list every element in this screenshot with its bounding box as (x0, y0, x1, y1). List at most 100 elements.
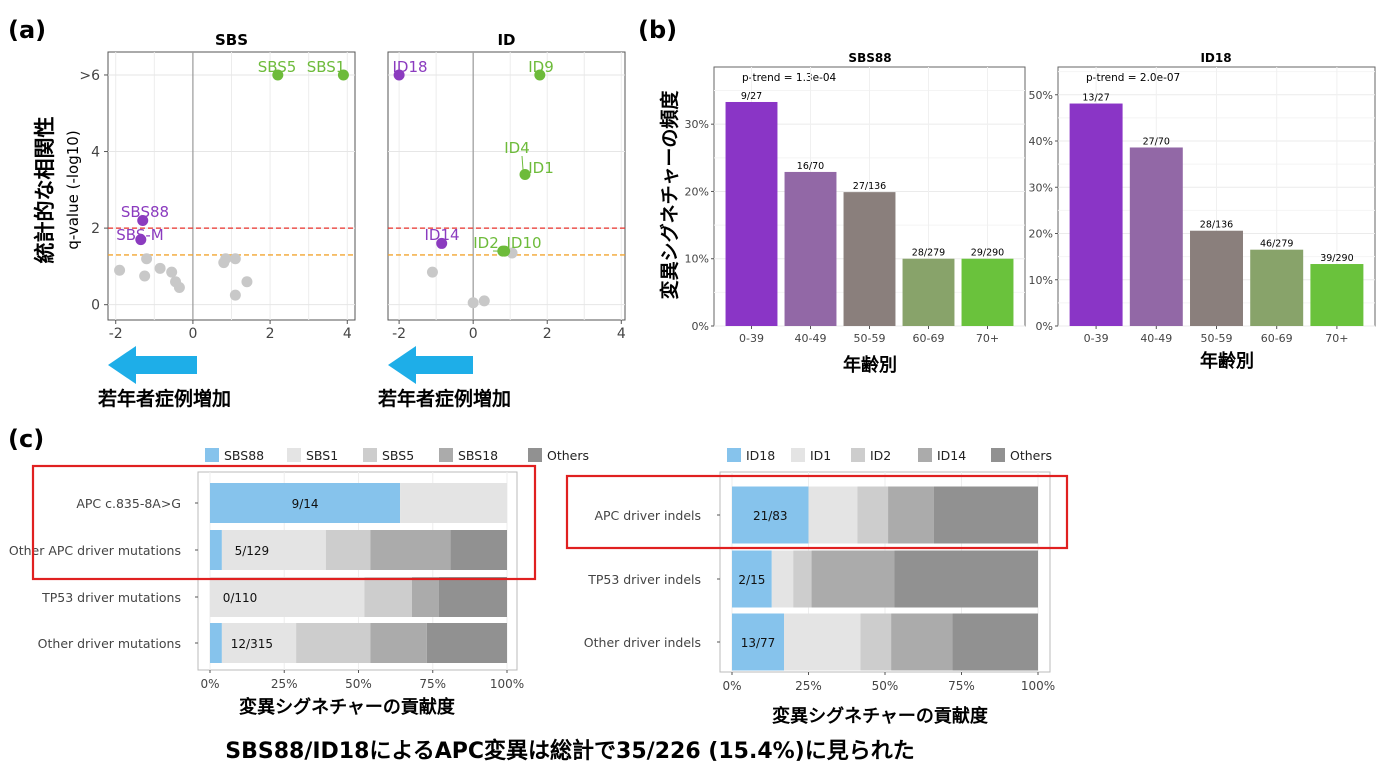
plot-frame (388, 52, 625, 320)
bar-label: 13/27 (1082, 93, 1109, 104)
bar-label: 5/129 (235, 544, 270, 558)
bar (726, 102, 778, 326)
stack-segment (296, 623, 370, 663)
y-tick-label: 30% (1029, 181, 1053, 194)
panel-b-ylabel: 変異シグネチャーの頻度 (658, 90, 681, 300)
y-tick-label: 30% (685, 118, 709, 131)
x-tick-label: 4 (617, 326, 626, 342)
bar-label: 9/27 (741, 91, 762, 102)
legend-swatch (851, 448, 865, 462)
panel-b-xlabel-sbs88: 年齢別 (843, 354, 897, 376)
x-tick-label: -2 (109, 326, 123, 342)
bar (1250, 250, 1303, 326)
point (220, 253, 231, 264)
bar-label: 16/70 (797, 161, 824, 172)
y-tick-label: 40% (1029, 135, 1053, 148)
x-tick-label: 70+ (1325, 332, 1348, 345)
x-tick-label: 25% (271, 677, 298, 691)
category-label: TP53 driver mutations (41, 590, 181, 605)
bar-label: 29/290 (971, 248, 1004, 259)
bar-label: 28/279 (912, 248, 945, 259)
x-tick-label: 60-69 (1261, 332, 1293, 345)
legend-label: ID1 (810, 448, 831, 463)
legend-label: SBS5 (382, 448, 414, 463)
category-label: Other driver mutations (38, 636, 181, 651)
point (114, 265, 125, 276)
stack-segment (370, 623, 426, 663)
legend-label: ID2 (870, 448, 891, 463)
stack-segment (891, 614, 952, 671)
x-tick-label: 0 (469, 326, 478, 342)
legend-label: ID14 (937, 448, 966, 463)
point (141, 253, 152, 264)
panel-label-a: (a) (8, 16, 46, 44)
legend-swatch (363, 448, 377, 462)
p-trend-annotation: p-trend = 2.0e-07 (1086, 72, 1180, 84)
y-tick-label: 10% (1029, 274, 1053, 287)
bar-label: 27/136 (853, 181, 886, 192)
point (468, 297, 479, 308)
x-tick-label: 0-39 (1084, 332, 1109, 345)
x-tick-label: 2 (266, 326, 275, 342)
stack-segment (210, 623, 222, 663)
point-label: ID9 (528, 58, 554, 76)
point-label: ID10 (506, 234, 541, 252)
panel-label-c: (c) (8, 425, 44, 453)
legend-label: Others (547, 448, 589, 463)
legend-label: ID18 (746, 448, 775, 463)
bar-label: 21/83 (753, 509, 788, 523)
point-label: SBS5 (258, 58, 297, 76)
x-tick-label: 70+ (976, 332, 999, 345)
legend-swatch (991, 448, 1005, 462)
bar (1130, 147, 1183, 326)
bar-label: 39/290 (1320, 253, 1353, 264)
x-tick-label: 4 (343, 326, 352, 342)
x-tick-label: 75% (419, 677, 446, 691)
legend-swatch (205, 448, 219, 462)
category-label: TP53 driver indels (587, 572, 701, 587)
legend-label: SBS18 (458, 448, 498, 463)
y-tick-label: 50% (1029, 89, 1053, 102)
stack-segment (412, 577, 439, 617)
panel-a-ylabel-sub: q-value (-log10) (64, 130, 82, 249)
panel-label-b: (b) (638, 16, 677, 44)
stack-segment (894, 551, 1038, 608)
chart-title: SBS88 (848, 51, 891, 65)
arrow-label-sbs: 若年者症例増加 (98, 387, 231, 410)
bar-label: 12/315 (231, 637, 273, 651)
x-tick-label: 0% (722, 679, 741, 693)
stack-segment (364, 577, 412, 617)
stack-segment (857, 487, 888, 544)
bar-label: 9/14 (292, 497, 319, 511)
x-tick-label: 0% (200, 677, 219, 691)
arrow-label-id: 若年者症例増加 (378, 387, 511, 410)
bar (785, 172, 837, 326)
stack-segment (952, 614, 1038, 671)
stack-segment (793, 551, 811, 608)
x-tick-label: 0-39 (739, 332, 764, 345)
point (166, 267, 177, 278)
point-label: SBS88 (121, 203, 169, 221)
stack-segment (439, 577, 507, 617)
x-tick-label: 50% (345, 677, 372, 691)
chart-title: SBS (215, 31, 248, 49)
legend-swatch (727, 448, 741, 462)
p-trend-annotation: p-trend = 1.3e-04 (742, 72, 837, 84)
x-tick-label: -2 (392, 326, 406, 342)
y-tick-label: >6 (79, 68, 100, 84)
bar (1190, 231, 1243, 326)
y-tick-label: 2 (91, 221, 100, 237)
y-tick-label: 10% (685, 253, 709, 266)
point-label: ID2 (473, 234, 499, 252)
legend-swatch (918, 448, 932, 462)
stack-segment (934, 487, 1038, 544)
bar-label: 0/110 (223, 591, 258, 605)
bar (1070, 104, 1123, 326)
category-label: APC driver indels (594, 508, 701, 523)
point-label: ID18 (392, 58, 427, 76)
